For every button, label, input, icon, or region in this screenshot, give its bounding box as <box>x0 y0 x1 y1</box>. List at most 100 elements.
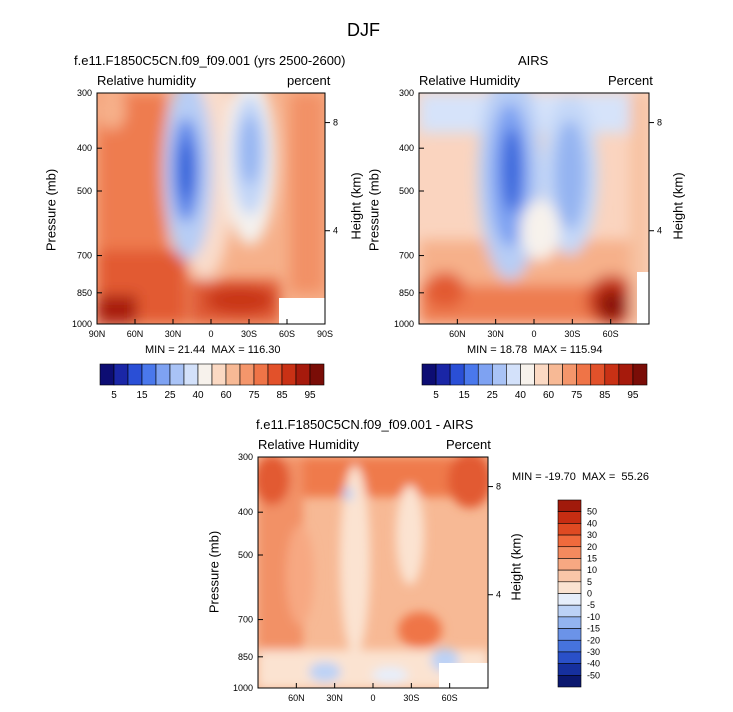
panel3-colorbar-swatch <box>557 558 582 571</box>
panel2-colorbar-swatch <box>477 363 493 386</box>
panel3-left-label: Relative Humidity <box>258 437 360 452</box>
panel3-colorbar-label: 20 <box>587 542 597 552</box>
panel3-xtick-label: 60N <box>288 693 305 703</box>
panel2-ytick-label: 500 <box>399 186 414 196</box>
panel1-colorbar-label: 60 <box>220 390 232 401</box>
panel3-colorbar-swatch <box>557 534 582 548</box>
panel1-ytick-label: 500 <box>77 186 92 196</box>
panel3-colorbar-label: 15 <box>587 553 597 563</box>
panel2-y2tick-label: 8 <box>657 118 662 128</box>
panel2-ytick-label: 850 <box>399 288 414 298</box>
panel1-field <box>97 93 325 324</box>
panel2-xtick-label: 30S <box>564 329 580 339</box>
panel3-colorbar-label: 5 <box>587 577 592 587</box>
panel3-colorbar-label: -5 <box>587 600 595 610</box>
panel1-left-label: Relative humidity <box>97 73 196 88</box>
panel3-colorbar-label: -30 <box>587 647 600 657</box>
panel2-colorbar-swatch <box>618 363 634 386</box>
panel2-title: AIRS <box>518 53 549 68</box>
panel2-xtick-label: 60S <box>603 329 619 339</box>
panel2-colorbar-label: 40 <box>515 390 527 401</box>
panel3-y2tick-label: 4 <box>496 590 501 600</box>
panel3-colorbar-swatch <box>557 663 582 676</box>
panel3-colorbar-label: 30 <box>587 530 597 540</box>
panel3-colorbar-swatch <box>557 651 582 664</box>
panel1-colorbar-swatch <box>309 363 325 386</box>
panel3-colorbar-label: -15 <box>587 624 600 634</box>
panel1-colorbar-label: 85 <box>276 390 288 401</box>
panel1-xtick-label: 0 <box>208 329 213 339</box>
panel3-colorbar-swatch <box>557 511 582 524</box>
panel1-colorbar-swatch <box>295 363 311 386</box>
panel1-colorbar-label: 95 <box>304 390 316 401</box>
panel3-colorbar-swatch <box>557 639 582 653</box>
panel1-colorbar-swatch <box>183 363 199 386</box>
panel1-colorbar-swatch <box>127 363 143 386</box>
panel3-colorbar-label: 0 <box>587 589 592 599</box>
panel1-colorbar-swatch <box>211 363 227 386</box>
panel1-colorbar-swatch <box>197 363 213 386</box>
panel3-colorbar-swatch <box>557 546 582 559</box>
panel1-colorbar-swatch <box>99 363 115 386</box>
panel1-colorbar-swatch <box>141 363 157 386</box>
panel1-xtick-label: 90S <box>317 329 333 339</box>
panel1-colorbar-swatch <box>267 363 283 386</box>
panel3-colorbar-label: -10 <box>587 612 600 622</box>
panel2-colorbar-swatch <box>590 363 606 386</box>
panel2-colorbar-swatch <box>576 363 592 386</box>
panel2-xtick-label: 60N <box>449 329 466 339</box>
panel2-right-label: Percent <box>608 73 653 88</box>
panel2-colorbar-swatch <box>435 363 451 386</box>
panel3-colorbar-swatch <box>557 523 582 536</box>
panel3-xtick-label: 30N <box>326 693 343 703</box>
panel1-ytick-label: 300 <box>77 88 92 98</box>
panel1-ytick-label: 850 <box>77 288 92 298</box>
panel3-stats: MIN = -19.70 MAX = 55.26 <box>512 471 649 483</box>
panel1-ytick-label: 700 <box>77 251 92 261</box>
panel1-xtick-label: 60N <box>127 329 144 339</box>
panel1-stats: MIN = 21.44 MAX = 116.30 <box>145 344 281 356</box>
page-title: DJF <box>347 20 380 40</box>
panel1-colorbar-swatch <box>239 363 255 386</box>
panel2-colorbar-label: 85 <box>599 390 611 401</box>
panel2-colorbar-label: 5 <box>433 390 439 401</box>
panel3-ytick-label: 300 <box>238 452 253 462</box>
panel1-colorbar-label: 25 <box>164 390 176 401</box>
panel1-y2tick-label: 8 <box>333 118 338 128</box>
panel3-colorbar-swatch <box>557 569 582 583</box>
panel2-colorbar-swatch <box>548 363 563 386</box>
panel3-colorbar-label: -50 <box>587 670 600 680</box>
panel2-ytick-label: 1000 <box>394 319 414 329</box>
panel3-ytick-label: 850 <box>238 652 253 662</box>
panel3-colorbar-swatch <box>557 499 582 512</box>
panel1-right-label: percent <box>287 73 331 88</box>
panel1-colorbar-swatch <box>225 363 241 386</box>
panel3-colorbar-swatch <box>557 593 582 606</box>
panel3-ytick-label: 700 <box>238 615 253 625</box>
panel2-colorbar-swatch <box>520 363 535 386</box>
panel2-ytick-label: 300 <box>399 88 414 98</box>
panel2-colorbar-swatch <box>562 363 577 386</box>
panel2-colorbar-swatch <box>421 363 437 386</box>
panel1-colorbar-swatch <box>113 363 129 386</box>
panel3-field <box>258 457 488 688</box>
panel1-y2tick-label: 4 <box>333 226 338 236</box>
panel1-colorbar-swatch <box>281 363 297 386</box>
panel3-colorbar-label: 40 <box>587 518 597 528</box>
panel3-ytick-label: 500 <box>238 550 253 560</box>
panel1-colorbar-swatch <box>253 363 269 386</box>
panel2-ytick-label: 700 <box>399 251 414 261</box>
panel3-y2tick-label: 8 <box>496 482 501 492</box>
panel3-colorbar-swatch <box>557 604 582 618</box>
panel1-xtick-label: 90N <box>89 329 106 339</box>
panel2-colorbar-swatch <box>492 363 507 386</box>
panel1-colorbar-swatch <box>155 363 171 386</box>
panel1-colorbar-label: 40 <box>192 390 204 401</box>
panel2-colorbar-label: 25 <box>487 390 499 401</box>
panel3-colorbar-label: 50 <box>587 507 597 517</box>
panel2-stats: MIN = 18.78 MAX = 115.94 <box>467 344 603 356</box>
panel2-ytick-label: 400 <box>399 143 414 153</box>
panel1-xtick-label: 30S <box>241 329 257 339</box>
panel2-colorbar-swatch <box>632 363 648 386</box>
